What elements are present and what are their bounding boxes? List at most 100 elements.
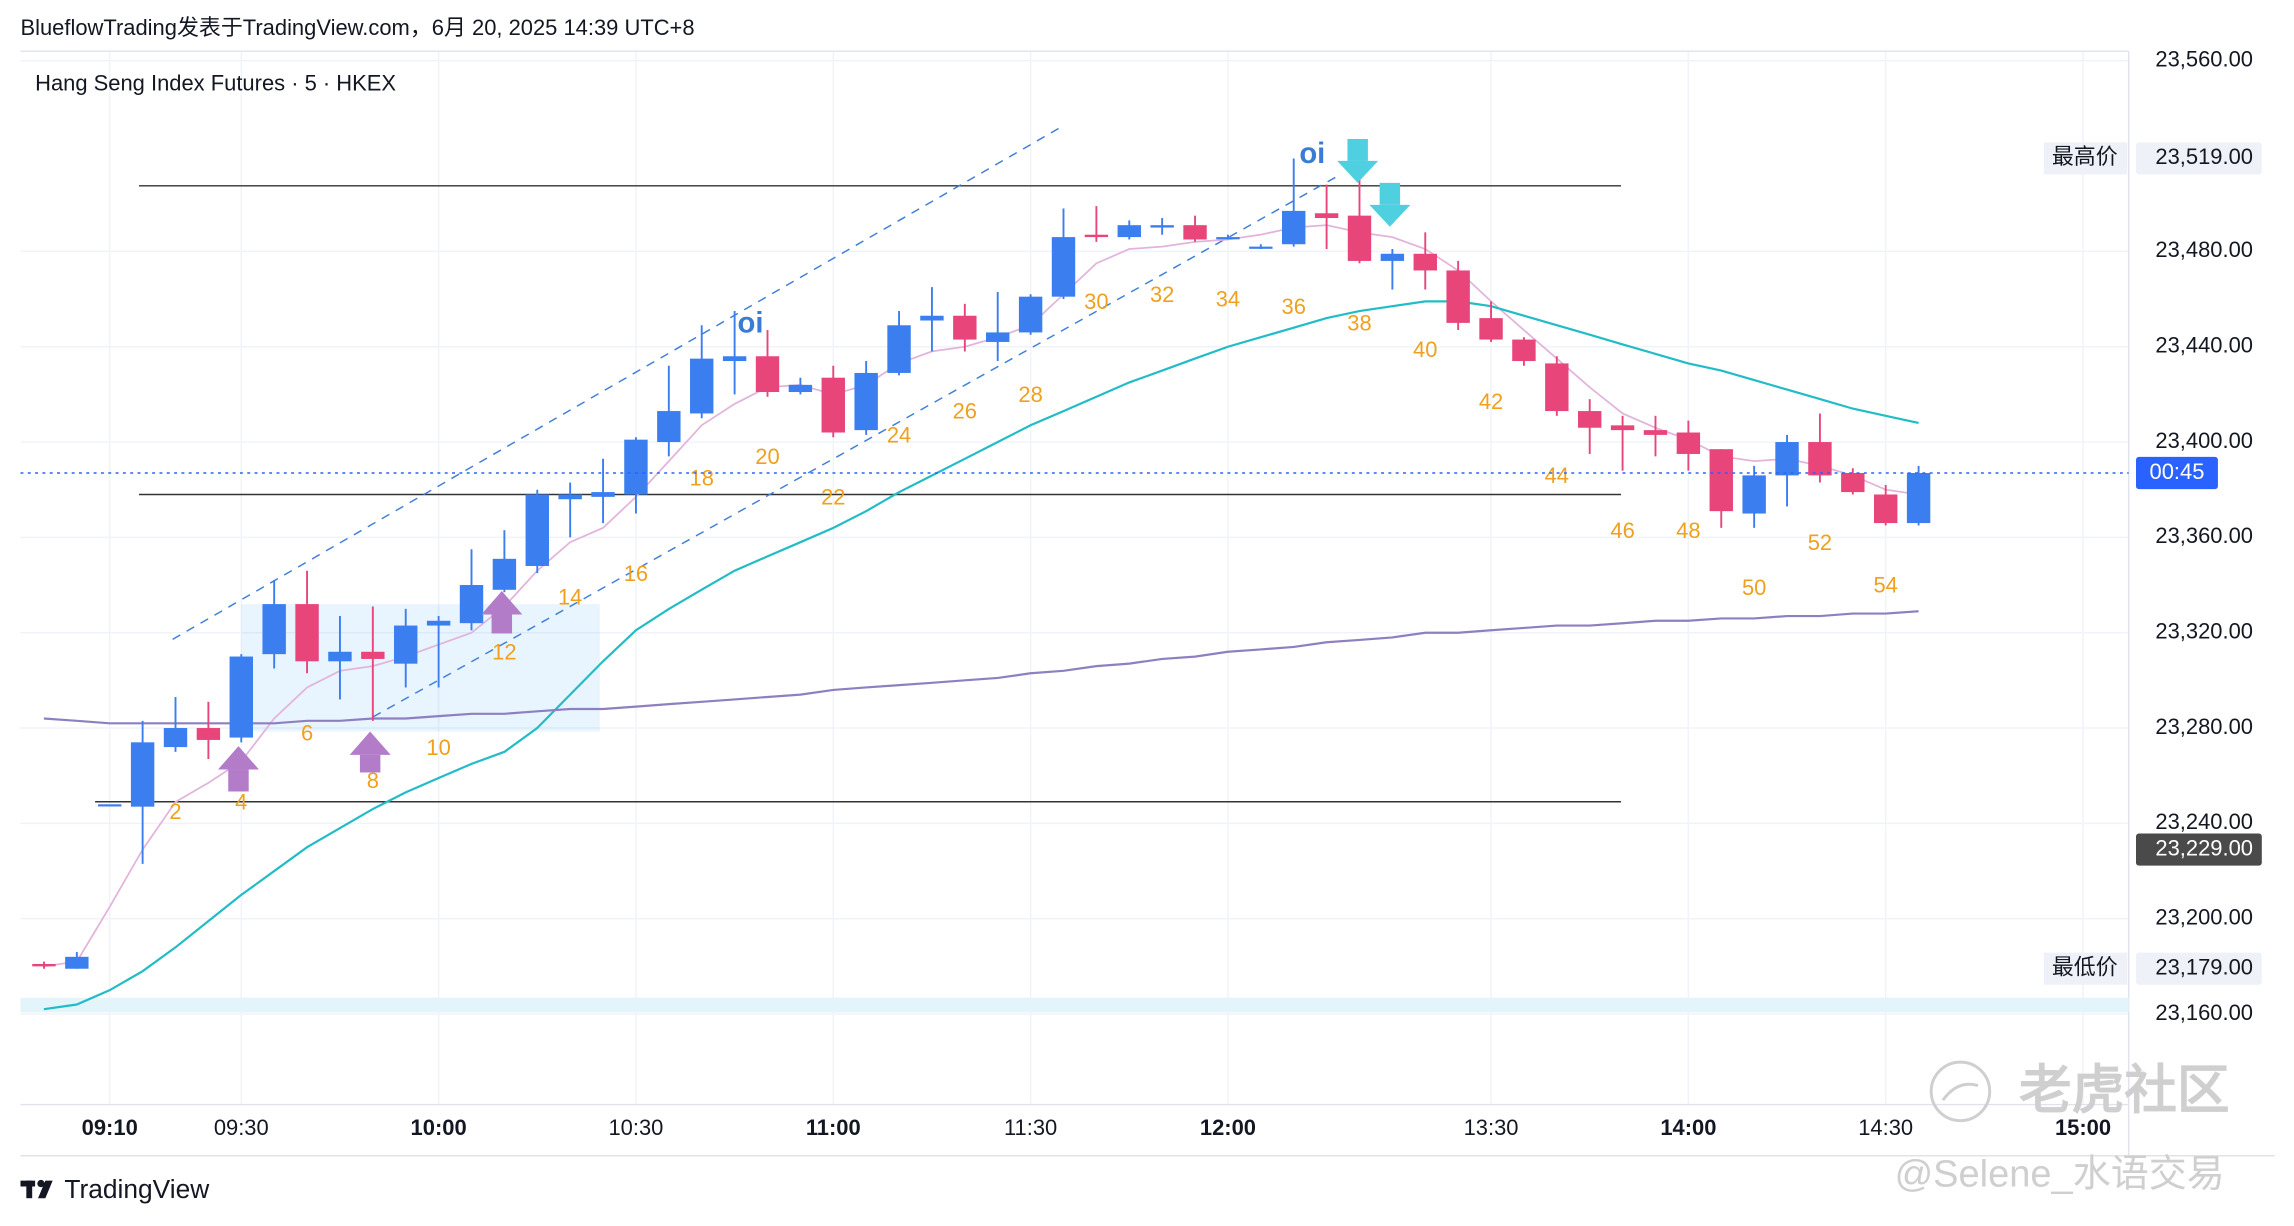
candle-body (887, 325, 911, 373)
price-label-box (2043, 952, 2128, 985)
price-label-value: 23,179.00 (2155, 955, 2253, 980)
price-label-name: 最高价 (2052, 144, 2118, 169)
candle-body (426, 620, 451, 626)
bar-number: 26 (953, 399, 977, 424)
price-label-box (2043, 142, 2128, 175)
candle-body (163, 728, 188, 748)
candle-body (1610, 425, 1635, 431)
x-tick-label: 11:30 (1004, 1115, 1057, 1140)
x-tick-label: 09:30 (214, 1115, 269, 1140)
candle-body (1446, 270, 1470, 323)
price-label-box (2135, 142, 2262, 175)
candle-body (1216, 237, 1240, 240)
x-tick-label: 14:30 (1858, 1115, 1913, 1140)
countdown-box (2135, 456, 2218, 490)
bar-number: 8 (367, 768, 379, 793)
candle-body (722, 356, 747, 362)
x-tick-label: 10:30 (608, 1115, 663, 1140)
y-tick-label: 23,280.00 (2155, 714, 2253, 739)
candle-body (394, 625, 418, 664)
bar-number: 2 (169, 799, 181, 824)
bar-number: 32 (1150, 282, 1174, 307)
indicator-line (43, 224, 1919, 968)
logo-icon (26, 1180, 33, 1199)
candle-body (1808, 442, 1832, 476)
x-tick-label: 12:00 (1200, 1115, 1256, 1140)
watermark-icon (1941, 1082, 1979, 1102)
bar-number: 10 (426, 735, 450, 760)
candle-body (328, 651, 352, 662)
candle-body (986, 332, 1010, 342)
sell-arrow (1337, 160, 1379, 183)
annotation: oi (738, 308, 764, 340)
buy-arrow (481, 591, 523, 615)
candle-body (1742, 475, 1766, 514)
logo-text: TradingView (64, 1174, 210, 1204)
bar-number: 20 (755, 444, 779, 469)
price-label-box (2135, 952, 2262, 985)
bar-number: 48 (1676, 518, 1700, 543)
candle-body (1709, 449, 1733, 512)
candle-body (755, 356, 780, 392)
candle-body (1117, 225, 1141, 238)
signal-arrows (217, 591, 523, 792)
bar-number: 34 (1216, 287, 1240, 312)
candle-body (1479, 318, 1503, 340)
sell-arrow (1379, 182, 1401, 205)
y-tick-label: 23,480.00 (2155, 237, 2253, 262)
x-tick-label: 11:00 (806, 1115, 861, 1140)
sell-arrow (1369, 204, 1411, 227)
candle-body (1841, 473, 1865, 493)
candle-body (1314, 213, 1339, 219)
buy-arrow (349, 731, 391, 755)
buy-arrow (228, 769, 249, 792)
bar-number: 16 (624, 561, 648, 586)
sell-arrow (1347, 138, 1368, 161)
annotation: oi (1299, 138, 1325, 170)
bar-number: 50 (1742, 575, 1766, 600)
watermark: 老虎社区 (2019, 1061, 2230, 1120)
watermark-icon (1929, 1060, 1992, 1123)
candle-body (98, 804, 122, 807)
candle-body (788, 384, 813, 392)
candle-body (262, 604, 286, 655)
watermark-icon (1929, 1060, 1992, 1123)
candle-body (459, 585, 484, 624)
candle-body (1084, 234, 1109, 238)
x-tick-label: 09:10 (82, 1115, 138, 1140)
candle-body (1150, 225, 1174, 228)
channel-line (372, 174, 1340, 718)
candle-body (1873, 494, 1898, 524)
signal-arrows (1337, 138, 1411, 227)
chart-title: Hang Seng Index Futures · 5 · HKEX (35, 71, 396, 96)
candle-body (1906, 473, 1931, 524)
y-tick-label: 23,560.00 (2155, 47, 2253, 72)
candle-body (1282, 210, 1306, 245)
candle-body (1512, 339, 1536, 362)
zone-band (20, 997, 2129, 1013)
candle-body (1676, 432, 1701, 454)
bar-number: 30 (1084, 289, 1108, 314)
price-label-value: 23,229.00 (2155, 835, 2253, 860)
candle-body (558, 494, 582, 500)
candle-body (361, 651, 385, 659)
y-tick-label: 23,360.00 (2155, 523, 2253, 548)
candle-body (1347, 215, 1372, 261)
logo-icon (37, 1179, 45, 1188)
bar-number: 12 (492, 639, 516, 664)
buy-arrow (217, 746, 259, 770)
bar-number: 52 (1808, 530, 1832, 555)
y-tick-label: 23,160.00 (2155, 1000, 2253, 1025)
candle-body (1249, 246, 1273, 249)
bar-number: 44 (1545, 463, 1569, 488)
candle-body (130, 742, 155, 807)
y-tick-label: 23,440.00 (2155, 333, 2253, 358)
candle-body (295, 604, 319, 662)
channel-line (172, 126, 1062, 640)
price-label-box (2135, 833, 2262, 866)
bar-number: 36 (1282, 294, 1306, 319)
y-tick-label: 23,240.00 (2155, 809, 2253, 834)
bar-number: 40 (1413, 337, 1437, 362)
